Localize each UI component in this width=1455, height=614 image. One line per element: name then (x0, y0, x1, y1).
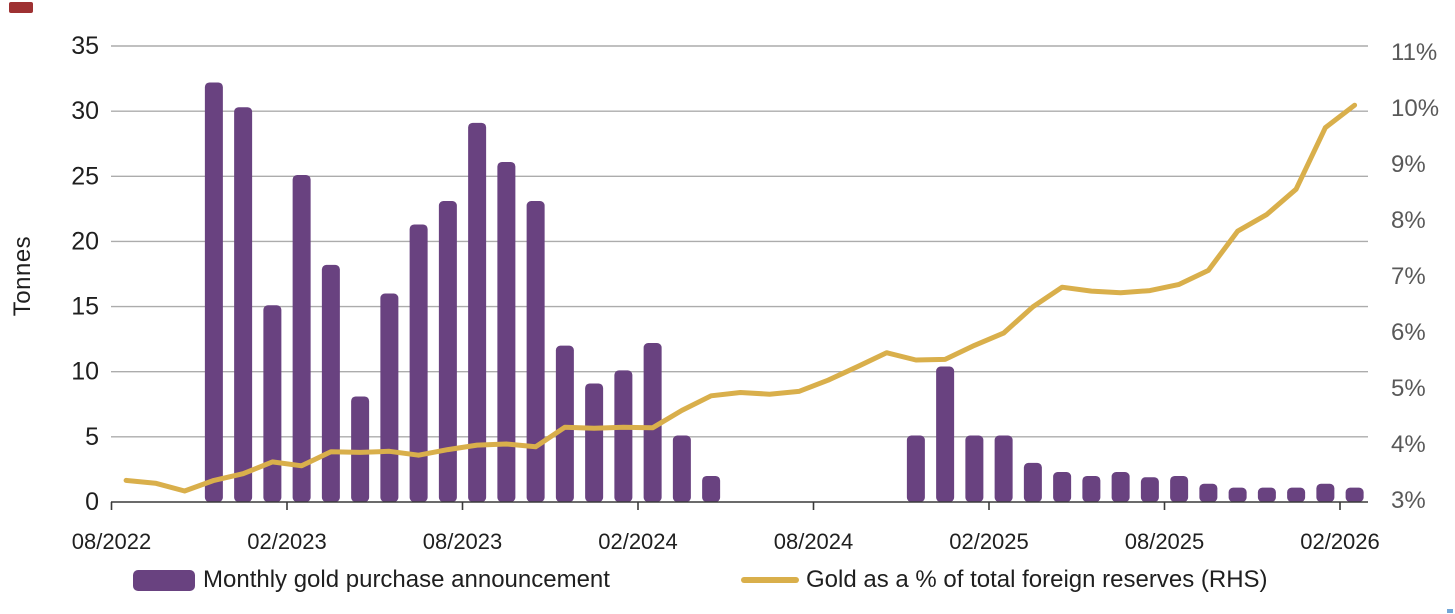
bar-02/2026 (1345, 487, 1364, 502)
bar-03/2025 (1023, 462, 1042, 502)
bar-12/2022 (234, 107, 253, 502)
x-tick-label: 08/2025 (1125, 529, 1205, 554)
bar-04/2025 (1053, 472, 1072, 502)
left-tick-label: 30 (71, 97, 99, 125)
right-tick-label: 6% (1391, 319, 1426, 346)
bar-12/2024 (936, 366, 955, 502)
reserves-line (123, 102, 1358, 494)
right-tick-label: 9% (1391, 151, 1426, 178)
watermark-artifact (1447, 609, 1453, 613)
bar-01/2026 (1316, 483, 1335, 502)
bar-06/2025 (1111, 472, 1130, 502)
bar-09/2023 (497, 161, 516, 502)
x-tick-label: 02/2024 (598, 529, 678, 554)
bar-series-swatch-icon (133, 569, 195, 591)
bar-03/2023 (321, 264, 340, 502)
x-tick-label: 02/2023 (247, 529, 327, 554)
right-tick-label: 8% (1391, 207, 1426, 234)
right-tick-label: 11% (1391, 39, 1437, 66)
bar-02/2023 (292, 174, 311, 503)
bar-12/2023 (585, 383, 604, 502)
left-tick-label: 0 (85, 488, 99, 516)
right-tick-label: 10% (1391, 95, 1439, 122)
bar-10/2023 (526, 201, 545, 503)
bar-02/2025 (994, 435, 1013, 502)
left-tick-label: 5 (85, 423, 99, 451)
bar-05/2025 (1082, 475, 1101, 502)
bar-04/2024 (702, 475, 721, 502)
bar-11/2025 (1257, 487, 1276, 502)
bar-06/2023 (409, 224, 428, 502)
right-tick-label: 4% (1391, 431, 1426, 458)
bar-01/2025 (965, 435, 984, 502)
x-tick-label: 02/2026 (1300, 529, 1380, 554)
x-tick-label: 08/2022 (72, 529, 152, 554)
right-tick-label: 3% (1391, 487, 1426, 514)
bar-10/2025 (1228, 487, 1247, 502)
bar-08/2025 (1170, 475, 1189, 502)
left-tick-label: 15 (71, 293, 99, 321)
red-corner-mark (9, 2, 33, 13)
legend-item-line: Gold as a % of total foreign reserves (R… (741, 566, 1268, 594)
x-tick-label: 08/2023 (423, 529, 503, 554)
bar-07/2025 (1140, 477, 1159, 502)
left-tick-label: 20 (71, 227, 99, 255)
bar-05/2023 (380, 293, 399, 502)
bar-12/2025 (1287, 487, 1306, 502)
line-series-swatch-icon (741, 577, 799, 583)
x-tick-label: 08/2024 (774, 529, 854, 554)
bar-01/2024 (614, 370, 633, 502)
line-series-label: Gold as a % of total foreign reserves (R… (806, 566, 1268, 593)
bar-11/2024 (906, 435, 925, 502)
bar-03/2024 (672, 435, 691, 502)
left-tick-label: 10 (71, 358, 99, 386)
bar-01/2023 (263, 305, 282, 502)
left-tick-label: 35 (71, 32, 99, 60)
bar-08/2023 (468, 122, 487, 503)
left-axis-title: Tonnes (9, 235, 36, 317)
bar-04/2023 (351, 396, 370, 502)
bar-07/2023 (438, 201, 457, 503)
left-tick-label: 25 (71, 162, 99, 190)
right-tick-label: 7% (1391, 263, 1426, 290)
bar-02/2024 (643, 343, 662, 502)
legend-item-bars: Monthly gold purchase announcement (133, 566, 610, 594)
bar-series-label: Monthly gold purchase announcement (203, 566, 610, 593)
right-tick-label: 5% (1391, 375, 1426, 402)
bar-11/2022 (204, 82, 223, 502)
bar-09/2025 (1199, 483, 1218, 502)
x-tick-label: 02/2025 (949, 529, 1029, 554)
bar-11/2023 (555, 345, 574, 502)
